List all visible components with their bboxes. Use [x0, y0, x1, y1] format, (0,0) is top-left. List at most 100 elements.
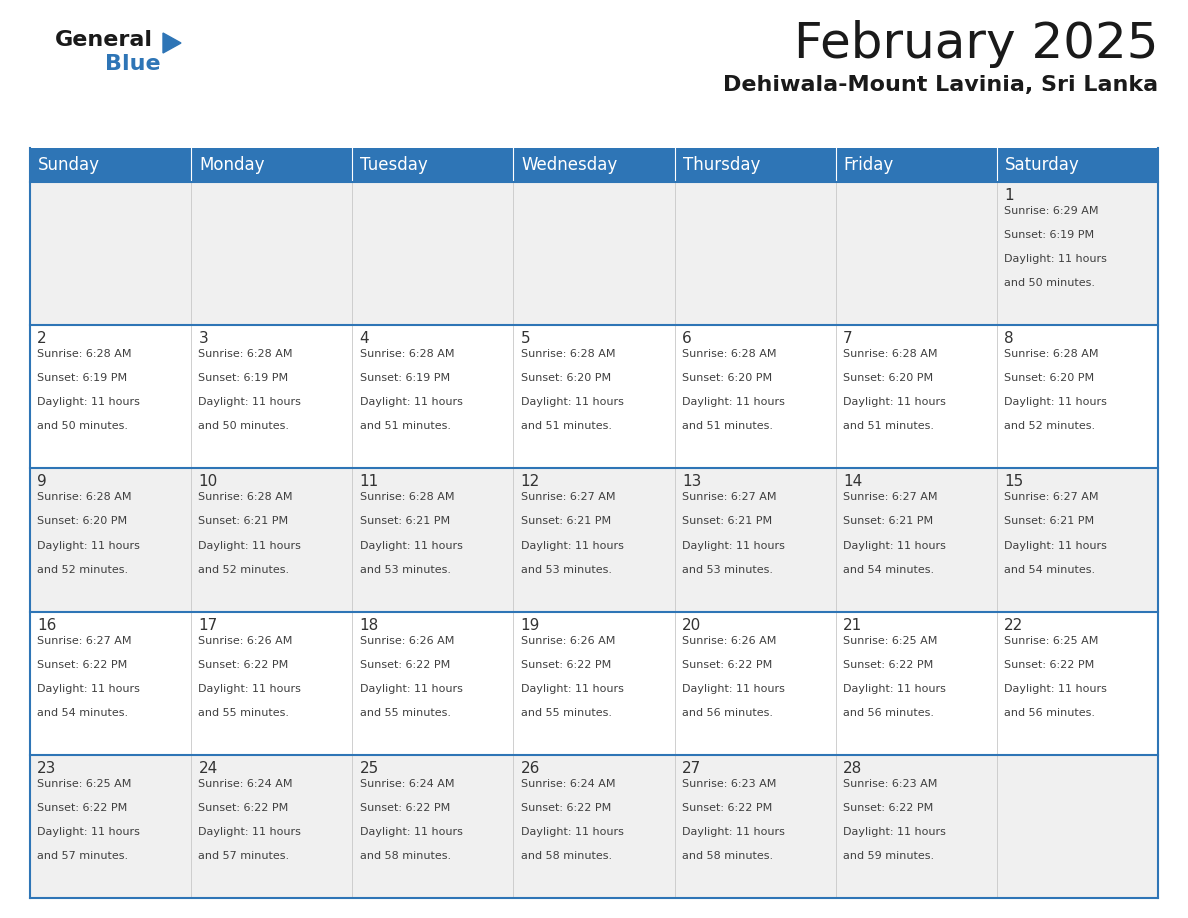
Text: 28: 28: [843, 761, 862, 776]
Text: Sunset: 6:22 PM: Sunset: 6:22 PM: [198, 803, 289, 812]
Text: Daylight: 11 hours: Daylight: 11 hours: [37, 827, 140, 837]
Text: Daylight: 11 hours: Daylight: 11 hours: [843, 397, 946, 408]
Text: Sunrise: 6:27 AM: Sunrise: 6:27 AM: [843, 492, 937, 502]
Bar: [513, 148, 675, 182]
Bar: [30, 611, 1158, 755]
Text: Sunrise: 6:28 AM: Sunrise: 6:28 AM: [1004, 349, 1099, 359]
Text: and 53 minutes.: and 53 minutes.: [520, 565, 612, 575]
Text: 5: 5: [520, 331, 530, 346]
Text: Sunset: 6:22 PM: Sunset: 6:22 PM: [843, 803, 934, 812]
Text: and 57 minutes.: and 57 minutes.: [198, 851, 290, 861]
Text: 3: 3: [198, 331, 208, 346]
Bar: [30, 148, 191, 182]
Text: and 56 minutes.: and 56 minutes.: [843, 708, 934, 718]
Bar: [30, 325, 1158, 468]
Text: Daylight: 11 hours: Daylight: 11 hours: [843, 541, 946, 551]
Text: and 56 minutes.: and 56 minutes.: [1004, 708, 1095, 718]
Text: Sunset: 6:21 PM: Sunset: 6:21 PM: [1004, 517, 1094, 526]
Text: Sunset: 6:22 PM: Sunset: 6:22 PM: [520, 660, 611, 669]
Text: Monday: Monday: [200, 156, 265, 174]
Text: 10: 10: [198, 475, 217, 489]
Text: 14: 14: [843, 475, 862, 489]
Text: Blue: Blue: [105, 54, 160, 74]
Text: Daylight: 11 hours: Daylight: 11 hours: [520, 827, 624, 837]
Text: Sunrise: 6:25 AM: Sunrise: 6:25 AM: [843, 635, 937, 645]
Text: Daylight: 11 hours: Daylight: 11 hours: [360, 397, 462, 408]
Text: Thursday: Thursday: [683, 156, 760, 174]
Text: and 51 minutes.: and 51 minutes.: [682, 421, 773, 431]
Text: Sunset: 6:19 PM: Sunset: 6:19 PM: [37, 374, 127, 383]
Text: and 50 minutes.: and 50 minutes.: [1004, 278, 1095, 288]
Text: Sunset: 6:20 PM: Sunset: 6:20 PM: [520, 374, 611, 383]
Text: Sunrise: 6:28 AM: Sunrise: 6:28 AM: [37, 492, 132, 502]
Text: Sunrise: 6:28 AM: Sunrise: 6:28 AM: [37, 349, 132, 359]
Text: Sunrise: 6:24 AM: Sunrise: 6:24 AM: [360, 778, 454, 789]
Bar: [997, 148, 1158, 182]
Text: 21: 21: [843, 618, 862, 633]
Text: and 50 minutes.: and 50 minutes.: [37, 421, 128, 431]
Text: February 2025: February 2025: [794, 20, 1158, 68]
Text: 17: 17: [198, 618, 217, 633]
Text: and 54 minutes.: and 54 minutes.: [843, 565, 934, 575]
Text: 27: 27: [682, 761, 701, 776]
Text: Sunrise: 6:25 AM: Sunrise: 6:25 AM: [37, 778, 132, 789]
Text: Sunrise: 6:28 AM: Sunrise: 6:28 AM: [198, 349, 293, 359]
Text: and 51 minutes.: and 51 minutes.: [843, 421, 934, 431]
Text: and 53 minutes.: and 53 minutes.: [682, 565, 773, 575]
Text: and 55 minutes.: and 55 minutes.: [198, 708, 290, 718]
Text: Sunrise: 6:25 AM: Sunrise: 6:25 AM: [1004, 635, 1099, 645]
Text: Sunrise: 6:26 AM: Sunrise: 6:26 AM: [360, 635, 454, 645]
Text: and 51 minutes.: and 51 minutes.: [520, 421, 612, 431]
Text: 25: 25: [360, 761, 379, 776]
Text: Sunrise: 6:27 AM: Sunrise: 6:27 AM: [520, 492, 615, 502]
Text: Dehiwala-Mount Lavinia, Sri Lanka: Dehiwala-Mount Lavinia, Sri Lanka: [722, 75, 1158, 95]
Text: Sunrise: 6:23 AM: Sunrise: 6:23 AM: [682, 778, 776, 789]
Bar: [835, 148, 997, 182]
Text: 26: 26: [520, 761, 541, 776]
Text: Daylight: 11 hours: Daylight: 11 hours: [37, 397, 140, 408]
Text: Sunset: 6:21 PM: Sunset: 6:21 PM: [520, 517, 611, 526]
Text: Sunrise: 6:27 AM: Sunrise: 6:27 AM: [37, 635, 132, 645]
Text: Sunrise: 6:27 AM: Sunrise: 6:27 AM: [1004, 492, 1099, 502]
Text: 7: 7: [843, 331, 853, 346]
Text: 1: 1: [1004, 188, 1013, 203]
Text: Daylight: 11 hours: Daylight: 11 hours: [682, 827, 785, 837]
Text: Daylight: 11 hours: Daylight: 11 hours: [360, 827, 462, 837]
Text: Sunrise: 6:26 AM: Sunrise: 6:26 AM: [198, 635, 292, 645]
Text: Sunrise: 6:26 AM: Sunrise: 6:26 AM: [682, 635, 776, 645]
Text: Daylight: 11 hours: Daylight: 11 hours: [198, 397, 302, 408]
Text: and 57 minutes.: and 57 minutes.: [37, 851, 128, 861]
Text: 23: 23: [37, 761, 57, 776]
Text: Daylight: 11 hours: Daylight: 11 hours: [1004, 541, 1107, 551]
Text: Sunrise: 6:26 AM: Sunrise: 6:26 AM: [520, 635, 615, 645]
Bar: [353, 148, 513, 182]
Text: Sunrise: 6:28 AM: Sunrise: 6:28 AM: [360, 349, 454, 359]
Text: 22: 22: [1004, 618, 1023, 633]
Text: and 59 minutes.: and 59 minutes.: [843, 851, 934, 861]
Text: Daylight: 11 hours: Daylight: 11 hours: [682, 541, 785, 551]
Text: 15: 15: [1004, 475, 1023, 489]
Text: Daylight: 11 hours: Daylight: 11 hours: [360, 541, 462, 551]
Text: Tuesday: Tuesday: [360, 156, 428, 174]
Text: Daylight: 11 hours: Daylight: 11 hours: [682, 397, 785, 408]
Text: Sunset: 6:21 PM: Sunset: 6:21 PM: [682, 517, 772, 526]
Text: Sunrise: 6:27 AM: Sunrise: 6:27 AM: [682, 492, 776, 502]
Text: and 50 minutes.: and 50 minutes.: [198, 421, 290, 431]
Text: Daylight: 11 hours: Daylight: 11 hours: [843, 684, 946, 694]
Text: and 56 minutes.: and 56 minutes.: [682, 708, 773, 718]
Text: Sunrise: 6:24 AM: Sunrise: 6:24 AM: [520, 778, 615, 789]
Text: 16: 16: [37, 618, 57, 633]
Text: Sunday: Sunday: [38, 156, 100, 174]
Bar: [30, 755, 1158, 898]
Text: Daylight: 11 hours: Daylight: 11 hours: [1004, 254, 1107, 264]
Text: Daylight: 11 hours: Daylight: 11 hours: [37, 541, 140, 551]
Text: 18: 18: [360, 618, 379, 633]
Text: 6: 6: [682, 331, 691, 346]
Text: Sunset: 6:22 PM: Sunset: 6:22 PM: [843, 660, 934, 669]
Text: Sunset: 6:22 PM: Sunset: 6:22 PM: [360, 660, 450, 669]
Text: Wednesday: Wednesday: [522, 156, 618, 174]
Text: Sunset: 6:21 PM: Sunset: 6:21 PM: [843, 517, 933, 526]
Text: 19: 19: [520, 618, 541, 633]
Text: 24: 24: [198, 761, 217, 776]
Text: Sunset: 6:22 PM: Sunset: 6:22 PM: [37, 803, 127, 812]
